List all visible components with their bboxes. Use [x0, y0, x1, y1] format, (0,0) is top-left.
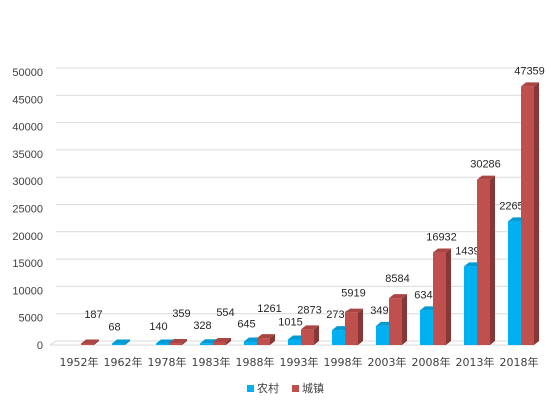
x-tick-label: 1983年: [192, 355, 231, 369]
legend-entry: 城镇: [302, 381, 324, 395]
bar-农村: [288, 339, 301, 345]
bar-城镇: [345, 312, 358, 345]
x-tick-label: 1962年: [104, 355, 143, 369]
x-tick-label: 1998年: [324, 355, 363, 369]
data-label: 359: [172, 308, 190, 320]
data-label: 16932: [426, 232, 457, 244]
y-tick-label: 35000: [12, 149, 43, 161]
y-tick-label: 30000: [12, 176, 43, 188]
data-label: 187: [84, 309, 102, 321]
data-label: 1261: [257, 303, 281, 315]
legend-swatch: [292, 385, 299, 392]
x-tick-label: 2018年: [500, 355, 539, 369]
y-tick-label: 50000: [12, 67, 43, 79]
data-label: 554: [216, 307, 234, 319]
data-label: 140: [149, 321, 167, 333]
y-tick-label: 0: [37, 340, 43, 352]
bar-城镇: [433, 252, 446, 345]
data-label: 5919: [341, 288, 365, 300]
y-tick-label: 45000: [12, 94, 43, 106]
bar-农村: [332, 330, 345, 345]
bar-城镇: [389, 298, 402, 345]
bar-side: [490, 175, 495, 345]
bar-side: [226, 337, 231, 345]
data-label: 8584: [385, 273, 409, 285]
y-tick-label: 15000: [12, 258, 43, 270]
bar-top: [169, 339, 187, 344]
data-label: 645: [237, 318, 255, 330]
bar-top: [156, 339, 174, 344]
bar-side: [314, 325, 319, 345]
bar-side: [125, 339, 130, 345]
y-tick-label: 40000: [12, 122, 43, 134]
bar-top: [433, 248, 451, 253]
x-tick-label: 2003年: [368, 355, 407, 369]
data-label: 2873: [297, 304, 321, 316]
data-label: 1015: [278, 316, 302, 328]
bar-top: [213, 337, 231, 342]
y-tick-label: 5000: [19, 313, 43, 325]
x-tick-label: 1952年: [60, 355, 99, 369]
bar-top: [81, 339, 99, 344]
bar-城镇: [81, 343, 94, 345]
data-label: 68: [108, 322, 120, 334]
x-axis-depth-line: [49, 340, 57, 346]
bar-城镇: [169, 343, 182, 345]
bar-城镇: [521, 86, 534, 345]
y-tick-label: 25000: [12, 204, 43, 216]
data-label: 2730: [326, 309, 350, 321]
bar-城镇: [213, 341, 226, 345]
bar-农村: [508, 221, 521, 345]
bar-农村: [464, 266, 477, 345]
bar-top: [521, 82, 539, 87]
bar-top: [257, 334, 275, 339]
bar-农村: [112, 343, 125, 345]
bar-side: [182, 339, 187, 345]
bar-农村: [244, 341, 257, 345]
bar-side: [446, 248, 451, 345]
legend-entry: 农村: [257, 381, 279, 395]
y-tick-label: 10000: [12, 285, 43, 297]
data-label: 47359: [514, 65, 545, 77]
x-tick-label: 2013年: [456, 355, 495, 369]
bar-top: [345, 308, 363, 313]
x-tick-label: 1988年: [236, 355, 275, 369]
x-tick-label: 1978年: [148, 355, 187, 369]
y-tick-label: 20000: [12, 231, 43, 243]
bar-side: [94, 339, 99, 345]
bar-top: [389, 294, 407, 299]
bar-side: [358, 308, 363, 345]
bar-top: [301, 325, 319, 330]
bar-side: [534, 82, 539, 345]
data-label: 30286: [470, 159, 501, 171]
bar-side: [270, 334, 275, 345]
bar-top: [112, 339, 130, 344]
legend-swatch: [247, 385, 254, 392]
bar-城镇: [257, 338, 270, 345]
bar-农村: [420, 310, 433, 345]
bar-农村: [376, 325, 389, 345]
bar-城镇: [477, 179, 490, 345]
bar-城镇: [301, 329, 314, 345]
bar-农村: [156, 343, 169, 345]
bar-top: [477, 175, 495, 180]
x-tick-label: 2008年: [412, 355, 451, 369]
data-label: 3497: [370, 305, 394, 317]
data-label: 328: [193, 320, 211, 332]
bar-side: [402, 294, 407, 345]
data-label: 6349: [414, 289, 438, 301]
bar-农村: [200, 343, 213, 345]
x-tick-label: 1993年: [280, 355, 319, 369]
